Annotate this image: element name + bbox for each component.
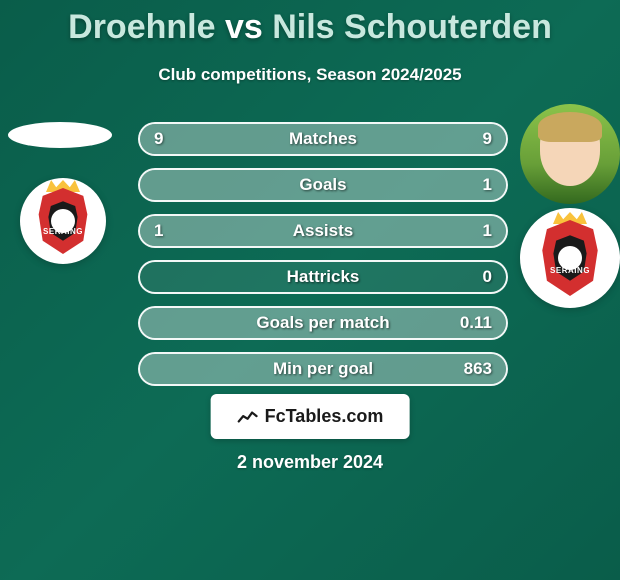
club-name: SERAING [34, 227, 92, 236]
footer-brand-badge: FcTables.com [211, 394, 410, 439]
stat-label: Min per goal [140, 359, 506, 379]
player2-club-badge: SERAING [520, 208, 620, 308]
avatar-hair [538, 112, 602, 142]
stat-value-right: 0.11 [460, 313, 492, 333]
stat-value-right: 9 [483, 129, 492, 149]
stat-label: Matches [140, 129, 506, 149]
stat-label: Hattricks [140, 267, 506, 287]
club-name: SERAING [537, 266, 603, 275]
stat-row-min-per-goal: Min per goal 863 [138, 352, 508, 386]
chart-icon [237, 409, 259, 425]
player2-avatar [520, 104, 620, 204]
shield-body [537, 220, 603, 296]
stat-value-right: 863 [464, 359, 492, 379]
brand-text: FcTables.com [265, 406, 384, 427]
player1-avatar [8, 122, 112, 148]
stat-label: Assists [140, 221, 506, 241]
shield-body [34, 188, 92, 254]
stat-row-goals: Goals 1 [138, 168, 508, 202]
player1-club-badge: SERAING [20, 178, 106, 264]
avatar-face [540, 116, 600, 186]
stat-label: Goals [140, 175, 506, 195]
stat-row-matches: 9 Matches 9 [138, 122, 508, 156]
player2-name: Nils Schouterden [272, 8, 552, 46]
stat-value-right: 1 [483, 175, 492, 195]
subtitle: Club competitions, Season 2024/2025 [0, 65, 620, 85]
comparison-date: 2 november 2024 [0, 452, 620, 473]
vs-separator: vs [225, 8, 263, 46]
comparison-title: Droehnle vs Nils Schouterden [0, 0, 620, 47]
stat-label: Goals per match [140, 313, 506, 333]
stat-row-hattricks: Hattricks 0 [138, 260, 508, 294]
club-shield: SERAING [537, 220, 603, 296]
stat-value-right: 1 [483, 221, 492, 241]
stat-row-goals-per-match: Goals per match 0.11 [138, 306, 508, 340]
stat-value-right: 0 [483, 267, 492, 287]
stat-row-assists: 1 Assists 1 [138, 214, 508, 248]
player1-name: Droehnle [68, 8, 215, 46]
club-shield: SERAING [34, 188, 92, 254]
stats-container: 9 Matches 9 Goals 1 1 Assists 1 Hattrick… [138, 122, 508, 398]
